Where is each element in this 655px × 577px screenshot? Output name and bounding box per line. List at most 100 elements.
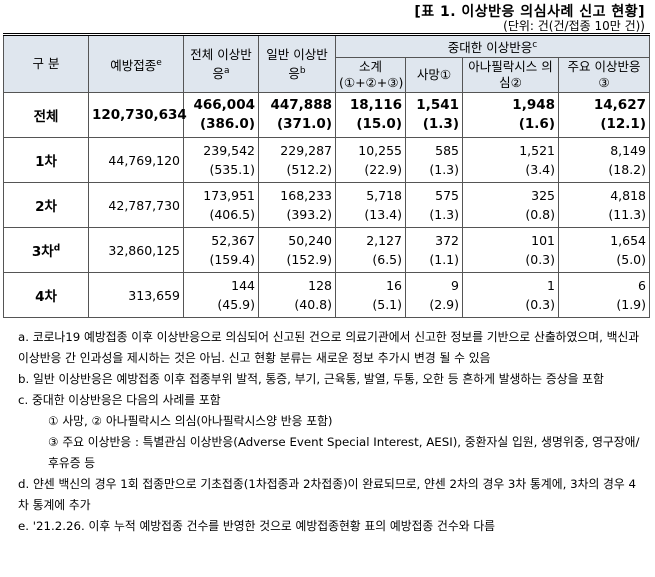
row-label: 3차d (3, 227, 89, 274)
rate: (1.9) (616, 297, 646, 313)
footnote-mark: b (299, 65, 306, 76)
count: 466,004 (193, 97, 256, 114)
count: 1 (547, 278, 555, 294)
header-row: 소계 (①+②+③) 사망① 아나필락시스 의심② 주요 이상반응③ (4, 57, 650, 94)
rate: (1.1) (429, 252, 459, 268)
rate: (1.3) (429, 162, 459, 178)
rate: (386.0) (199, 116, 255, 133)
count: 168,233 (280, 188, 332, 204)
doses-cell: 44,769,120 (88, 137, 184, 184)
value-cell: 1,521 (3.4) (462, 137, 559, 184)
label-text: 전체 (33, 109, 59, 126)
rate: (11.3) (608, 207, 646, 223)
count: 447,888 (270, 97, 333, 114)
count: 229,287 (280, 143, 332, 159)
value-cell: 229,287 (512.2) (258, 137, 336, 184)
table-title: [표 1. 이상반응 의심사례 신고 현황] (414, 4, 645, 20)
column-header: 일반 이상반응b (258, 32, 336, 94)
value-cell: 173,951 (406.5) (183, 182, 259, 229)
row-label: 2차 (3, 182, 89, 229)
count: 50,240 (288, 233, 332, 249)
sub-header: 주요 이상반응③ (558, 57, 650, 94)
label-text: 1차 (35, 154, 57, 171)
rate: (0.3) (525, 297, 555, 313)
rate: (1.6) (518, 116, 555, 133)
count: 6 (638, 278, 646, 294)
rate: (0.8) (525, 207, 555, 223)
value-cell: 1,654 (5.0) (558, 227, 650, 274)
rate: (393.2) (286, 207, 332, 223)
rate: (512.2) (286, 162, 332, 178)
doses-cell: 313,659 (88, 272, 184, 319)
count: 1,948 (512, 97, 555, 114)
rate: (371.0) (276, 116, 332, 133)
rate: (152.9) (286, 252, 332, 268)
rate: (535.1) (209, 162, 255, 178)
report-table: 구 분 예방접종e 전체 이상반응a 일반 이상반응b 중대한 이상반응c 소계 (①+②… (3, 32, 650, 319)
value-cell: 8,149 (18.2) (558, 137, 650, 184)
doses-cell: 32,860,125 (88, 227, 184, 274)
sub-header: 사망① (405, 57, 463, 94)
count: 1,541 (416, 97, 459, 114)
count: 1,654 (610, 233, 646, 249)
value-cell: 466,004 (386.0) (183, 92, 259, 139)
footnote: c. 중대한 이상반응은 다음의 사례를 포함 (18, 393, 221, 407)
footnote-mark: d (53, 243, 61, 254)
count: 52,367 (211, 233, 255, 249)
count: 1,521 (519, 143, 555, 159)
header-text: 전체 이상반응 (190, 46, 252, 81)
row-label: 1차 (3, 137, 89, 184)
count: 4,818 (610, 188, 646, 204)
count: 2,127 (366, 233, 402, 249)
value-cell: 4,818 (11.3) (558, 182, 650, 229)
table-body: 전체 120,730,634 466,004 (386.0) 447,888 (371.0… (3, 92, 650, 319)
label-text: 3차 (31, 244, 54, 261)
value-cell: 6 (1.9) (558, 272, 650, 319)
doses-cell: 42,787,730 (88, 182, 184, 229)
header-text: 일반 이상반응 (266, 46, 328, 81)
count: 372 (435, 233, 459, 249)
count: 239,542 (203, 143, 255, 159)
footnote-mark: a (224, 65, 230, 76)
table-row: 2차 42,787,730 173,951 (406.5) 168,233 (393.2)… (3, 182, 650, 229)
value-cell: 239,542 (535.1) (183, 137, 259, 184)
value-cell: 1 (0.3) (462, 272, 559, 319)
footnotes: a. 코로나19 예방접종 이후 이상반응으로 의심되어 신고된 건으로 의료기… (4, 327, 644, 537)
footnote-mark: c (532, 40, 538, 50)
count: 10,255 (358, 143, 402, 159)
count: 16 (386, 278, 402, 294)
sub-header: 아나필락시스 의심② (462, 57, 559, 94)
label-text: 2차 (35, 199, 57, 216)
footnote-mark: e (156, 57, 162, 68)
rate: (1.3) (429, 207, 459, 223)
value-cell: 144 (45.9) (183, 272, 259, 319)
value-cell: 16 (5.1) (335, 272, 406, 319)
unit-note: (단위: 건(건/접종 10만 건)) (503, 19, 645, 33)
footnote: d. 얀센 백신의 경우 1회 접종만으로 기초접종(1차접종과 2차접종)이 … (18, 477, 637, 512)
value-cell: 1,541 (1.3) (405, 92, 463, 139)
row-label: 4차 (3, 272, 89, 319)
rate: (40.8) (294, 297, 332, 313)
rate: (1.3) (422, 116, 459, 133)
table-row: 전체 120,730,634 466,004 (386.0) 447,888 (371.0… (3, 92, 650, 139)
value-cell: 372 (1.1) (405, 227, 463, 274)
column-header: 예방접종e (88, 32, 184, 94)
rate: (18.2) (608, 162, 646, 178)
value-cell: 18,116 (15.0) (335, 92, 406, 139)
footnote: a. 코로나19 예방접종 이후 이상반응으로 의심되어 신고된 건으로 의료기… (18, 330, 640, 365)
footnote: e. '21.2.26. 이후 누적 예방접종 건수를 반영한 것으로 예방접종… (18, 519, 496, 533)
value-cell: 447,888 (371.0) (258, 92, 336, 139)
count: 325 (531, 188, 555, 204)
rate: (22.9) (364, 162, 402, 178)
value-cell: 14,627 (12.1) (558, 92, 650, 139)
header-text: 예방접종 (110, 57, 157, 73)
count: 144 (231, 278, 255, 294)
value-cell: 10,255 (22.9) (335, 137, 406, 184)
doses-cell: 120,730,634 (88, 92, 187, 139)
rate: (3.4) (525, 162, 555, 178)
rate: (13.4) (364, 207, 402, 223)
value-cell: 128 (40.8) (258, 272, 336, 319)
footnote-item: ① 사망, ② 아나필락시스 의심(아나필락시스양 반응 포함) (48, 414, 333, 428)
rate: (0.3) (525, 252, 555, 268)
